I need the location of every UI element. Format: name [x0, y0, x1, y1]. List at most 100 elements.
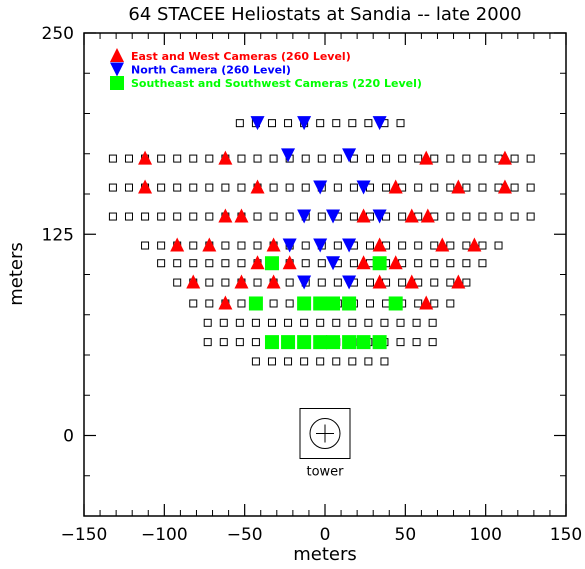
heliostat-marker [430, 183, 439, 192]
heliostat-marker [108, 183, 117, 192]
heliostat-marker [253, 241, 262, 250]
southeast-southwest-camera-marker [342, 296, 357, 311]
heliostat-marker [269, 183, 278, 192]
east-west-camera-marker [388, 255, 403, 270]
east-west-camera-marker [420, 208, 435, 223]
heliostat-marker [157, 183, 166, 192]
heliostat-marker [253, 278, 262, 287]
heliostat-marker [124, 154, 133, 163]
plot-frame [83, 32, 567, 517]
heliostat-marker [348, 119, 357, 128]
heliostat-marker [221, 278, 230, 287]
east-west-camera-marker [419, 295, 434, 310]
heliostat-marker [332, 119, 341, 128]
heliostat-marker [267, 119, 276, 128]
y-tick-label: 125 [42, 225, 74, 245]
southeast-southwest-camera-marker [297, 296, 312, 311]
heliostat-marker [235, 119, 244, 128]
heliostat-marker [428, 318, 437, 327]
heliostat-marker [478, 183, 487, 192]
heliostat-marker [205, 212, 214, 221]
heliostat-marker [108, 154, 117, 163]
heliostat-marker [221, 183, 230, 192]
heliostat-marker [430, 299, 439, 308]
heliostat-marker [526, 183, 535, 192]
heliostat-marker [317, 259, 326, 268]
east-west-camera-marker [356, 255, 371, 270]
axis-ticks [83, 32, 567, 517]
heliostat-marker [510, 154, 519, 163]
north-camera-marker [342, 238, 357, 253]
southeast-southwest-camera-marker [248, 296, 263, 311]
heliostat-marker [285, 278, 294, 287]
east-west-camera-marker [497, 179, 512, 194]
heliostat-marker [494, 212, 503, 221]
southeast-southwest-camera-marker [326, 296, 341, 311]
x-axis-label: meters [293, 544, 357, 565]
heliostat-marker [189, 241, 198, 250]
heliostat-marker [316, 119, 325, 128]
heliostat-marker [141, 212, 150, 221]
east-west-camera-marker [356, 208, 371, 223]
east-west-camera-marker [250, 179, 265, 194]
southeast-southwest-camera-marker [342, 335, 357, 350]
heliostat-marker [396, 119, 405, 128]
southeast-southwest-camera-marker [372, 256, 387, 271]
chart-title: 64 STACEE Heliostats at Sandia -- late 2… [128, 4, 521, 25]
heliostat-marker [205, 183, 214, 192]
southeast-southwest-camera-marker [326, 335, 341, 350]
heliostat-marker [364, 119, 373, 128]
heliostat-marker [301, 154, 310, 163]
heliostat-marker [349, 259, 358, 268]
north-camera-marker [326, 209, 341, 224]
legend-label: Southeast and Southwest Cameras (220 Lev… [131, 77, 422, 90]
heliostat-marker [396, 338, 405, 347]
southeast-southwest-camera-marker [281, 335, 296, 350]
heliostat-marker [348, 318, 357, 327]
heliostat-marker [398, 212, 407, 221]
north-camera-marker [282, 238, 297, 253]
east-west-camera-marker [404, 208, 419, 223]
heliostat-marker [300, 318, 309, 327]
x-tick-label: −50 [227, 525, 263, 545]
heliostat-marker [173, 154, 182, 163]
heliostat-marker [333, 154, 342, 163]
north-camera-marker [326, 256, 341, 271]
heliostat-marker [205, 299, 214, 308]
east-west-camera-marker [451, 179, 466, 194]
heliostat-marker [203, 338, 212, 347]
heliostat-marker [284, 357, 293, 366]
x-tick-label: −150 [61, 525, 108, 545]
heliostat-marker [157, 154, 166, 163]
north-camera-marker [297, 275, 312, 290]
east-west-camera-marker [186, 274, 201, 289]
east-west-camera-marker [372, 237, 387, 252]
east-west-camera-marker [467, 237, 482, 252]
heliostat-marker [478, 154, 487, 163]
heliostat-markers [108, 116, 535, 366]
heliostat-marker [478, 241, 487, 250]
heliostat-marker [316, 318, 325, 327]
heliostat-marker [301, 183, 310, 192]
heliostat-marker [173, 259, 182, 268]
heliostat-marker [189, 183, 198, 192]
tower-marker: tower [299, 408, 351, 480]
heliostat-marker [235, 338, 244, 347]
north-camera-marker [281, 148, 296, 163]
east-west-camera-marker [218, 208, 233, 223]
southeast-southwest-camera-marker [313, 335, 328, 350]
heliostat-marker [269, 154, 278, 163]
north-camera-marker [372, 209, 387, 224]
heliostat-marker [267, 318, 276, 327]
heliostat-marker [494, 241, 503, 250]
east-west-camera-marker [435, 237, 450, 252]
heliostat-marker [317, 154, 326, 163]
east-west-camera-marker [170, 237, 185, 252]
tick-labels: −150 −100 −50 0 50 100 150 0 125 250 [42, 24, 583, 545]
heliostat-marker [317, 278, 326, 287]
heliostat-marker [446, 241, 455, 250]
heliostat-marker [189, 259, 198, 268]
east-west-camera-marker [372, 274, 387, 289]
heliostat-marker [462, 259, 471, 268]
